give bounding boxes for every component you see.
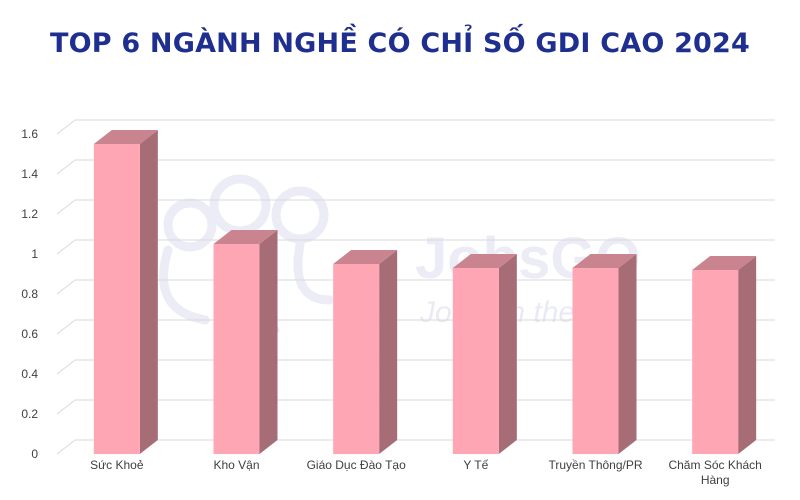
y-tick-label: 1 <box>31 247 38 261</box>
gridline <box>56 279 775 295</box>
x-category-label: Chăm Sóc Khách Hàng <box>668 458 761 487</box>
y-tick-label: 0.2 <box>21 407 38 421</box>
bar-front <box>93 144 140 454</box>
bar-front <box>692 270 739 454</box>
bar-side <box>618 254 637 454</box>
bar-side <box>498 254 517 454</box>
x-category-label: Sức Khoẻ <box>90 458 144 472</box>
bar-top <box>452 254 517 268</box>
bar <box>572 254 637 454</box>
gridline <box>56 239 775 255</box>
gridline <box>56 399 775 415</box>
y-tick-label: 0.6 <box>21 327 38 341</box>
bar <box>333 250 398 454</box>
gridline <box>56 359 775 375</box>
gridline <box>56 119 775 135</box>
bar-front <box>452 268 499 454</box>
bar-top <box>572 254 637 268</box>
bar <box>692 256 757 454</box>
bar <box>452 254 517 454</box>
gridlines <box>56 119 775 455</box>
bar-top <box>213 230 278 244</box>
gridline <box>56 439 775 455</box>
gridline <box>56 319 775 335</box>
y-tick-label: 0.8 <box>21 287 38 301</box>
x-category-label: Kho Vận <box>213 458 259 472</box>
y-tick-label: 0.4 <box>21 367 38 381</box>
bar-front <box>572 268 619 454</box>
x-axis-labels: Sức Khoẻ Kho Vận Giáo Dục Đào Tạo Y Tế Truyề… <box>90 458 762 487</box>
bar-side <box>379 250 398 454</box>
bar-side <box>738 256 757 454</box>
bar <box>213 230 278 454</box>
x-category-label: Y Tế <box>463 458 488 472</box>
x-category-label: Truyền Thông/PR <box>548 458 642 472</box>
bar-top <box>692 256 757 270</box>
bars <box>93 130 757 454</box>
bar <box>93 130 158 454</box>
bar-side <box>259 230 278 454</box>
y-tick-label: 1.6 <box>21 127 38 141</box>
bar-side <box>139 130 158 454</box>
bar-front <box>213 244 260 454</box>
y-tick-label: 1.4 <box>21 167 38 181</box>
bar-top <box>333 250 398 264</box>
chart-title: TOP 6 NGÀNH NGHỀ CÓ CHỈ SỐ GDI CAO 2024 <box>49 28 751 59</box>
bar-top <box>93 130 158 144</box>
gridline <box>56 199 775 215</box>
y-tick-label: 1.2 <box>21 207 38 221</box>
y-tick-label: 0 <box>31 447 38 461</box>
y-axis-ticks: 0 0.2 0.4 0.6 0.8 1 1.2 1.4 1.6 <box>21 127 38 461</box>
gridline <box>56 159 775 175</box>
x-category-label: Giáo Dục Đào Tạo <box>307 458 406 472</box>
bar-front <box>333 264 380 454</box>
